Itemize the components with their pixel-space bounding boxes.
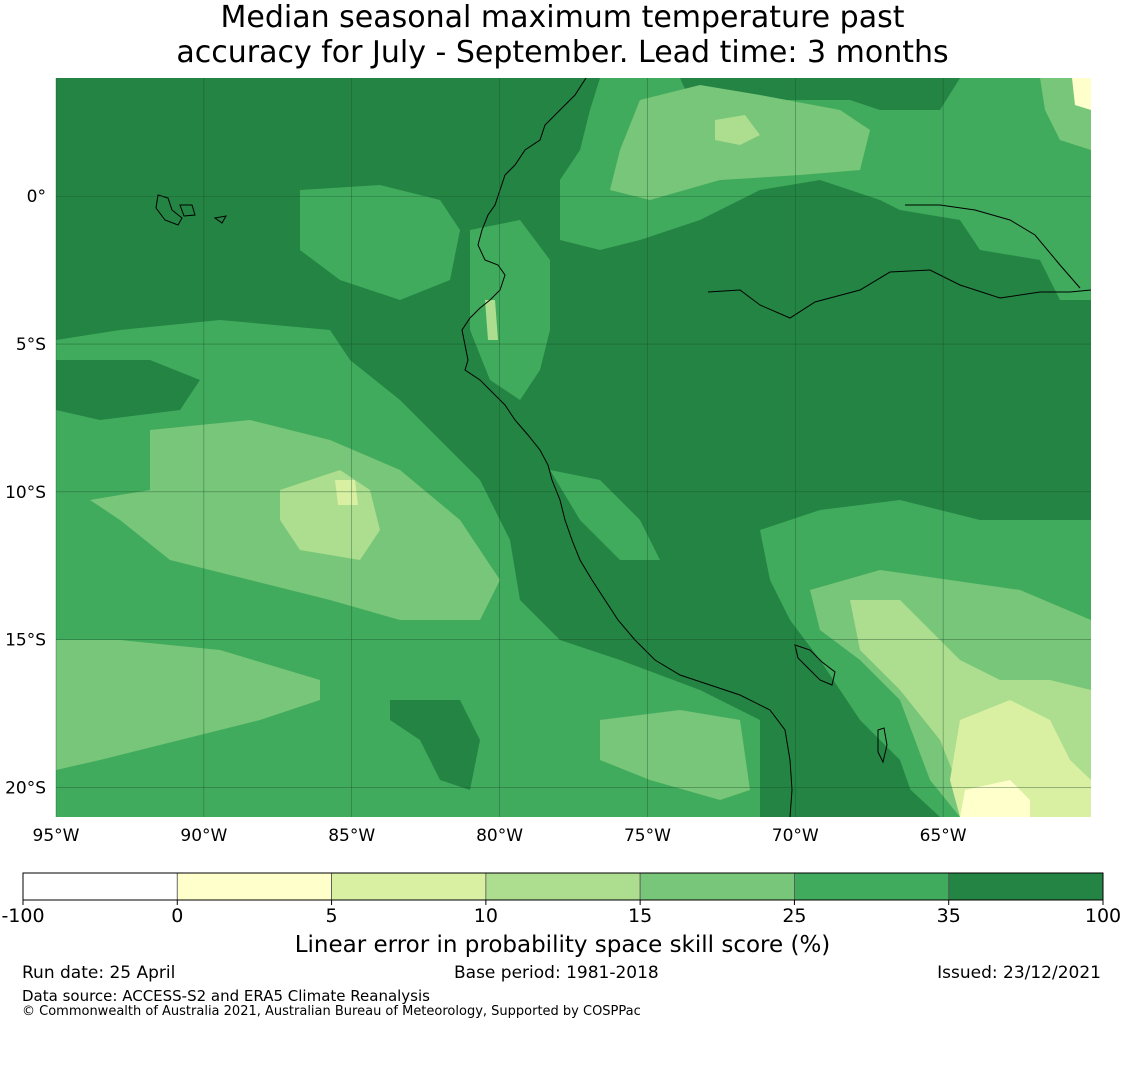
region-pale-green-coastal-streak [485,300,498,340]
latitude-tick-label: 20°S [5,778,46,798]
colorbar-tick-label: -100 [1,905,44,927]
galapagos-island-santa-cruz [179,204,196,217]
colorbar-tick-label: 35 [937,905,961,927]
base-period: Base period: 1981-2018 [454,963,659,983]
coastline-south-america [461,78,793,817]
region-yellow-green-central-spot [335,480,358,505]
colorbar-segment [948,872,1104,901]
galapagos-island-san-cristobal [213,215,227,224]
region-pale-yellow-north-east [1072,78,1091,110]
latitude-tick-label: 5°S [16,335,46,355]
colorbar-segment [639,872,795,901]
colorbar: -100 0 5 10 15 25 35 100 [1,872,1121,927]
colorbar-tick-label: 100 [1085,905,1121,927]
latitude-tick-label: 10°S [5,483,46,503]
galapagos-island-isabela [155,194,183,226]
colorbar-label: Linear error in probability space skill … [294,932,831,958]
colorbar-segment [176,872,332,901]
longitude-tick-label: 70°W [772,826,819,846]
latitude-tick-label: 0° [27,187,46,207]
longitude-tick-label: 80°W [476,826,523,846]
region-pale-green-north [715,115,760,145]
latitude-tick-labels: 0° 5°S 10°S 15°S 20°S [5,187,46,798]
river-putumayo [905,204,1081,289]
colorbar-segment [22,872,178,901]
region-medium-green-equator-west [300,185,460,300]
region-dark-green-pocket-altiplano [770,720,920,817]
colorbar-tick-label: 10 [474,905,498,927]
colorbar-tick-label: 5 [326,905,338,927]
colorbar-segment [485,872,641,901]
region-medium-green-coastal [470,220,550,400]
skill-score-field [56,78,1091,817]
longitude-tick-label: 65°W [920,826,967,846]
colorbar-tick-label: 0 [171,905,183,927]
longitude-tick-label: 90°W [180,826,227,846]
lake-titicaca [794,644,836,686]
colorbar-segment [794,872,950,901]
map-title-line-1: Median seasonal maximum temperature past [220,0,905,35]
longitude-tick-label: 75°W [624,826,671,846]
latitude-tick-label: 15°S [5,631,46,651]
region-pale-yellow-south-east [960,780,1030,817]
river-maranon [707,269,1091,319]
lake-poopo [877,727,888,764]
map-title-line-2: accuracy for July - September. Lead time… [176,35,949,70]
colorbar-frame [22,872,1104,901]
longitude-tick-labels: 95°W 90°W 85°W 80°W 75°W 70°W 65°W [33,826,967,846]
colorbar-tick-label: 25 [782,905,806,927]
region-dark-green-pocket-south [390,700,480,790]
issued-date: Issued: 23/12/2021 [937,963,1101,983]
longitude-tick-label: 85°W [328,826,375,846]
region-light-green-south-west [56,640,320,770]
longitude-tick-label: 95°W [33,826,80,846]
region-dark-green-pocket-west [56,360,200,420]
copyright-notice: © Commonwealth of Australia 2021, Austra… [22,1004,641,1019]
region-light-green-south-central [600,710,750,800]
graticule [55,78,1091,817]
colorbar-segment [331,872,487,901]
region-medium-green-peru [550,470,660,560]
colorbar-tick-label: 15 [628,905,652,927]
data-source: Data source: ACCESS-S2 and ERA5 Climate … [22,987,430,1005]
run-date: Run date: 25 April [22,963,176,983]
